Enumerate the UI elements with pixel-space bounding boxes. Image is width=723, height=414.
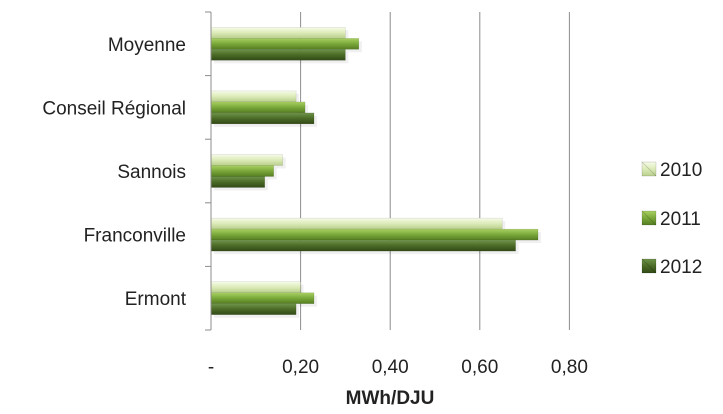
bar-2012 bbox=[210, 176, 266, 188]
bars-group bbox=[210, 27, 542, 318]
legend-label: 2011 bbox=[660, 209, 701, 230]
legend-swatch bbox=[641, 161, 657, 177]
legend-swatch bbox=[641, 210, 657, 226]
category-label: Franconville bbox=[84, 226, 186, 247]
bar-2012 bbox=[210, 239, 516, 252]
x-tick-label: 0,20 bbox=[282, 357, 319, 378]
bar-2012 bbox=[210, 303, 297, 315]
bar-2011 bbox=[210, 165, 274, 177]
bar-2010 bbox=[210, 217, 503, 230]
x-tick-label: 0,40 bbox=[372, 357, 409, 378]
x-tick-label: 0,60 bbox=[461, 357, 498, 378]
legend-label: 2010 bbox=[660, 160, 702, 181]
legend-swatch-bevel bbox=[641, 210, 657, 226]
bar-2011 bbox=[210, 228, 539, 241]
x-tick-labels: - 0,20 0,40 0,60 0,80 bbox=[208, 357, 588, 378]
bar-2010 bbox=[210, 90, 297, 103]
x-axis-title: MWh/DJU bbox=[346, 388, 435, 409]
bar-2010 bbox=[210, 27, 346, 39]
category-label: Sannois bbox=[117, 162, 186, 183]
legend-label: 2012 bbox=[660, 257, 702, 278]
bar-2011 bbox=[210, 38, 360, 50]
legend-swatch bbox=[641, 258, 657, 274]
category-label: Conseil Régional bbox=[42, 98, 186, 119]
gridlines bbox=[300, 12, 570, 330]
bar-2010 bbox=[210, 154, 283, 166]
legend-swatch-bevel bbox=[641, 161, 657, 177]
category-label: Ermont bbox=[125, 289, 187, 310]
y-axis bbox=[205, 11, 212, 331]
category-label: Moyenne bbox=[108, 35, 186, 56]
bar-2011 bbox=[210, 101, 306, 114]
bar-2012 bbox=[210, 112, 315, 125]
x-tick-label: 0,80 bbox=[551, 357, 588, 378]
bar-2010 bbox=[210, 281, 301, 293]
bar-2011 bbox=[210, 292, 315, 304]
legend: 2010 2011 2012 bbox=[641, 160, 702, 278]
legend-swatch-bevel bbox=[641, 258, 657, 274]
bar-2012 bbox=[210, 49, 346, 61]
category-labels: Moyenne Conseil Régional Sannois Franconvil… bbox=[42, 35, 186, 310]
x-tick-label: - bbox=[208, 357, 214, 378]
